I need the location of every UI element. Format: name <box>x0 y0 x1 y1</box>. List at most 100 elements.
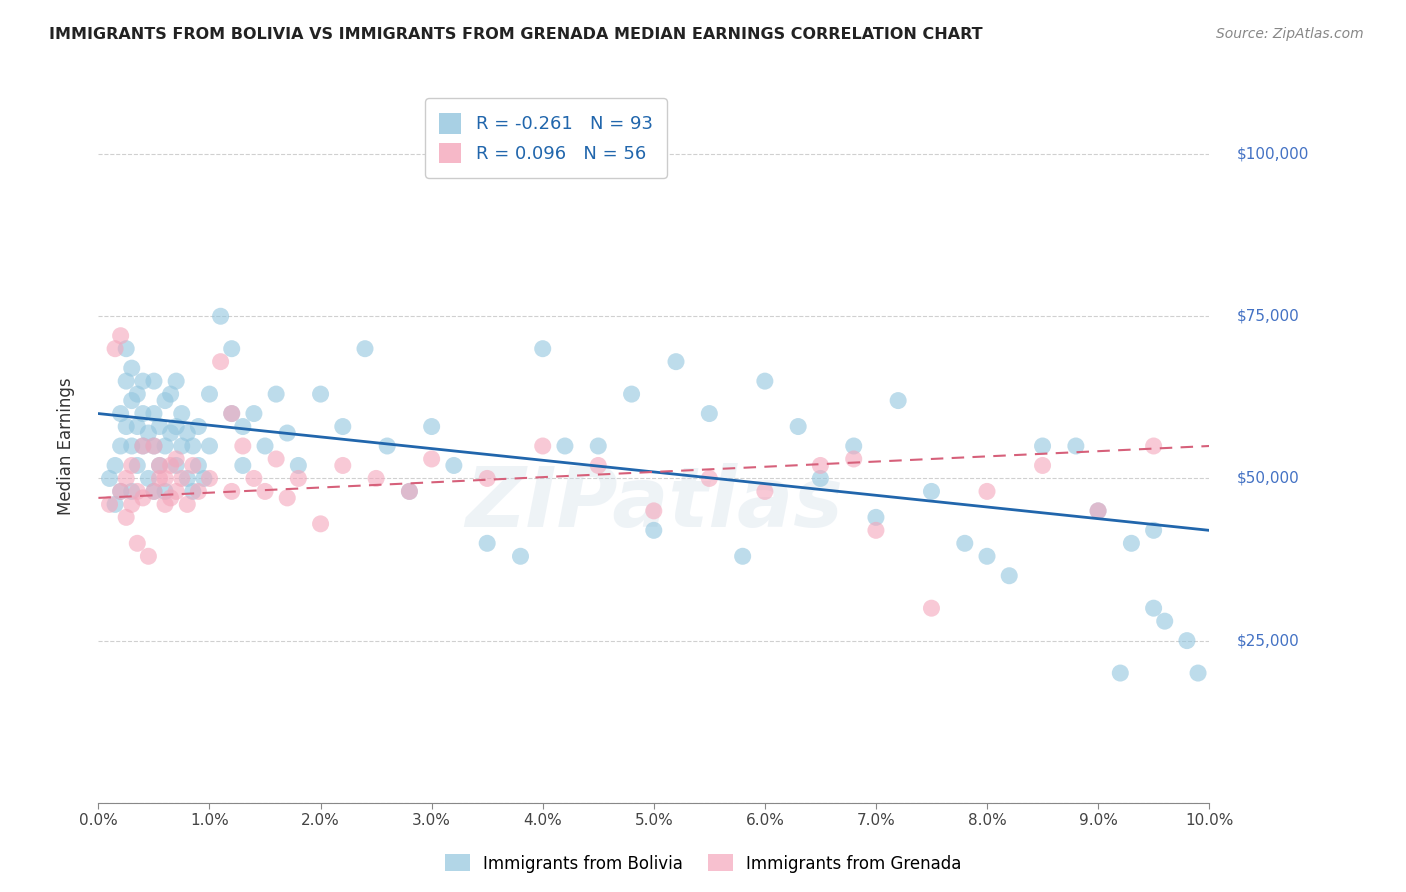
Point <box>1187 666 1209 681</box>
Point <box>1153 614 1175 628</box>
Point <box>170 439 193 453</box>
Point <box>143 407 166 421</box>
Point <box>121 361 143 376</box>
Point <box>731 549 754 564</box>
Point <box>187 484 209 499</box>
Point <box>176 425 198 440</box>
Point <box>121 497 143 511</box>
Point <box>143 484 166 499</box>
Text: $50,000: $50,000 <box>1237 471 1299 486</box>
Point <box>1032 439 1054 453</box>
Point <box>98 497 121 511</box>
Point <box>165 374 187 388</box>
Point <box>620 387 643 401</box>
Point <box>531 342 554 356</box>
Point <box>181 484 204 499</box>
Point <box>588 439 610 453</box>
Point <box>170 407 193 421</box>
Point <box>176 497 198 511</box>
Point <box>115 510 138 524</box>
Point <box>398 484 420 499</box>
Legend: R = -0.261   N = 93, R = 0.096   N = 56: R = -0.261 N = 93, R = 0.096 N = 56 <box>425 98 666 178</box>
Point <box>110 484 132 499</box>
Point <box>221 407 243 421</box>
Point <box>232 439 254 453</box>
Point <box>138 425 160 440</box>
Point <box>375 439 398 453</box>
Point <box>209 310 232 324</box>
Point <box>354 342 377 356</box>
Point <box>143 439 166 453</box>
Text: IMMIGRANTS FROM BOLIVIA VS IMMIGRANTS FROM GRENADA MEDIAN EARNINGS CORRELATION C: IMMIGRANTS FROM BOLIVIA VS IMMIGRANTS FR… <box>49 27 983 42</box>
Point <box>443 458 465 473</box>
Point <box>332 458 354 473</box>
Point <box>132 491 155 505</box>
Point <box>221 407 243 421</box>
Point <box>198 439 221 453</box>
Point <box>143 439 166 453</box>
Point <box>181 458 204 473</box>
Point <box>643 524 665 538</box>
Point <box>104 342 127 356</box>
Point <box>1032 458 1054 473</box>
Point <box>953 536 976 550</box>
Point <box>976 549 998 564</box>
Point <box>221 342 243 356</box>
Point <box>865 524 887 538</box>
Point <box>475 536 499 550</box>
Point <box>254 439 277 453</box>
Point <box>165 458 187 473</box>
Point <box>143 374 166 388</box>
Point <box>643 504 665 518</box>
Text: ZIPatlas: ZIPatlas <box>465 463 842 543</box>
Point <box>127 536 149 550</box>
Point <box>1109 666 1132 681</box>
Point <box>865 510 887 524</box>
Point <box>810 471 832 485</box>
Point <box>127 419 149 434</box>
Point <box>842 439 865 453</box>
Point <box>181 439 204 453</box>
Point <box>475 471 499 485</box>
Point <box>187 419 209 434</box>
Point <box>309 387 332 401</box>
Point <box>104 458 127 473</box>
Point <box>1087 504 1109 518</box>
Point <box>121 393 143 408</box>
Point <box>148 458 170 473</box>
Point <box>198 471 221 485</box>
Point <box>921 601 943 615</box>
Point <box>287 458 309 473</box>
Point <box>110 439 132 453</box>
Point <box>138 471 160 485</box>
Point <box>104 497 127 511</box>
Point <box>159 458 181 473</box>
Point <box>165 484 187 499</box>
Point <box>121 439 143 453</box>
Point <box>276 491 298 505</box>
Text: Source: ZipAtlas.com: Source: ZipAtlas.com <box>1216 27 1364 41</box>
Point <box>110 484 132 499</box>
Point <box>1121 536 1143 550</box>
Text: $100,000: $100,000 <box>1237 146 1309 161</box>
Point <box>1087 504 1109 518</box>
Point <box>143 484 166 499</box>
Point <box>148 458 170 473</box>
Point <box>243 407 266 421</box>
Point <box>232 419 254 434</box>
Y-axis label: Median Earnings: Median Earnings <box>56 377 75 515</box>
Point <box>153 393 176 408</box>
Point <box>754 484 776 499</box>
Point <box>198 387 221 401</box>
Point <box>787 419 810 434</box>
Point <box>398 484 420 499</box>
Point <box>264 387 287 401</box>
Point <box>115 419 138 434</box>
Point <box>193 471 215 485</box>
Point <box>110 328 132 343</box>
Point <box>176 471 198 485</box>
Point <box>153 484 176 499</box>
Point <box>921 484 943 499</box>
Point <box>264 452 287 467</box>
Point <box>1143 439 1166 453</box>
